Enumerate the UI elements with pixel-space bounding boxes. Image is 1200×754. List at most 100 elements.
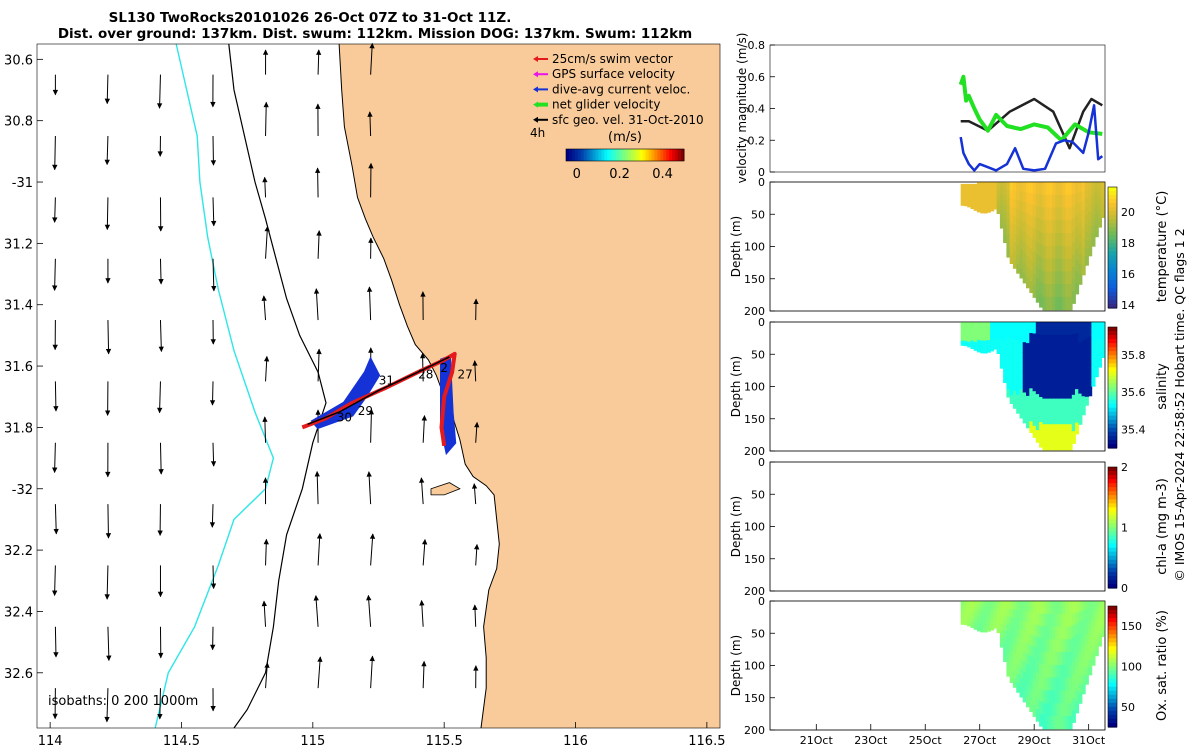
colorbar-cell: [1108, 400, 1117, 405]
colorbar-tick-label: 16: [1121, 268, 1135, 281]
colorbar-cell: [1108, 264, 1117, 269]
colorbar-cell: [1108, 199, 1117, 204]
colorbar-cell: [1108, 252, 1117, 257]
colorbar-cell: [596, 149, 599, 161]
section-cell: [1101, 354, 1105, 358]
section-y-tick-label: 50: [751, 627, 765, 640]
colorbar-cell: [1108, 691, 1117, 696]
section-cell: [1095, 231, 1099, 237]
colorbar-cell: [1108, 272, 1117, 277]
colorbar-cell: [1108, 654, 1117, 659]
section-cell: [1101, 196, 1105, 200]
colorbar-tick-label: 0: [573, 167, 581, 182]
day-label: 27: [458, 367, 473, 381]
colorbar-cell: [1108, 268, 1117, 273]
section-cell: [1101, 200, 1105, 204]
figure-title-line2: Dist. over ground: 137km. Dist. swum: 11…: [58, 26, 692, 42]
section-cell: [1101, 203, 1105, 207]
colorbar-cell: [1108, 404, 1117, 409]
colorbar-cell: [1108, 244, 1117, 249]
section-cell: [1098, 642, 1102, 647]
colorbar-cell: [646, 149, 649, 161]
section-y-tick-label: 150: [744, 273, 765, 286]
colorbar-cell: [1108, 256, 1117, 261]
colorbar-cell: [1108, 667, 1117, 672]
section-y-tick-label: 50: [751, 348, 765, 361]
colorbar-tick-label: 20: [1121, 206, 1135, 219]
colorbar-cell: [628, 149, 631, 161]
colorbar-cell: [1108, 191, 1117, 196]
colorbar-cell: [1108, 215, 1117, 220]
colorbar-cell: [1108, 276, 1117, 281]
colorbar-cell: [601, 149, 604, 161]
section-cell: [1085, 397, 1089, 406]
colorbar-cell: [1108, 646, 1117, 651]
section-cell: [1082, 405, 1086, 415]
colorbar-cell: [1108, 432, 1117, 437]
colorbar-cell: [1108, 679, 1117, 684]
section-cell: [1101, 633, 1105, 637]
date-tick-label: 21Oct: [800, 734, 834, 747]
colorbar-cell: [1108, 363, 1117, 368]
colorbar-cell: [640, 149, 643, 161]
date-tick-label: 25Oct: [909, 734, 943, 747]
colorbar-cell: [1108, 622, 1117, 627]
colorbar-cell: [569, 149, 572, 161]
colorbar-cell: [1108, 671, 1117, 676]
legend-entry: sfc geo. vel. 31-Oct-2010: [552, 113, 704, 127]
colorbar-tick-label: 35.8: [1121, 349, 1146, 362]
colorbar-cell: [575, 149, 578, 161]
section-cell: [1078, 274, 1082, 285]
section-cell: [1101, 207, 1105, 211]
section-cell: [1098, 223, 1102, 228]
colorbar-cell: [1108, 280, 1117, 285]
isobath-label: isobaths: 0 200 1000m: [48, 694, 198, 709]
map-x-tick-label: 114: [38, 734, 63, 749]
section-y-tick-label: 100: [744, 241, 765, 254]
colorbar-cell: [1108, 560, 1117, 565]
map-y-tick-label: -32: [12, 483, 33, 498]
colorbar-cell: [1108, 511, 1117, 516]
colorbar-cell: [1108, 703, 1117, 708]
colorbar-cell: [1108, 483, 1117, 488]
section-cell: [1101, 322, 1105, 326]
colorbar-cell: [1108, 231, 1117, 236]
section-cell: [1101, 619, 1105, 623]
map-y-tick-label: -31: [12, 176, 33, 191]
sfc-arrow: [107, 197, 108, 229]
colorbar-cell: [1108, 719, 1117, 724]
section-cell: [1101, 182, 1105, 186]
colorbar-cell: [1108, 331, 1117, 336]
colorbar-cell: [1108, 618, 1117, 623]
colorbar-cell: [616, 149, 619, 161]
velocity-y-tick-label: 0.2: [748, 134, 766, 147]
colorbar-cell: [666, 149, 669, 161]
section-ylabel: Depth (m): [729, 635, 743, 696]
colorbar-cell: [649, 149, 652, 161]
colorbar-cell: [1108, 428, 1117, 433]
velocity-ylabel: velocity magnitude (m/s): [735, 33, 749, 184]
colorbar-cell: [581, 149, 584, 161]
map-x-tick-label: 114.5: [163, 734, 200, 749]
colorbar-cell: [1108, 351, 1117, 356]
colorbar-cell: [1108, 347, 1117, 352]
date-tick-label: 23Oct: [854, 734, 888, 747]
date-tick-label: 31Oct: [1072, 734, 1106, 747]
colorbar-cell: [1108, 614, 1117, 619]
section-cell: [1101, 615, 1105, 619]
colorbar-cell: [1108, 384, 1117, 389]
colorbar-cell: [593, 149, 596, 161]
section-ylabel: Depth (m): [729, 356, 743, 417]
section-cell: [1098, 637, 1102, 642]
section-cell: [1095, 371, 1099, 377]
colorbar-cell: [572, 149, 575, 161]
colorbar-cell: [1108, 207, 1117, 212]
colorbar-cell: [1108, 412, 1117, 417]
velocity-y-tick-label: 0.8: [748, 39, 766, 52]
colorbar-cell: [631, 149, 634, 161]
